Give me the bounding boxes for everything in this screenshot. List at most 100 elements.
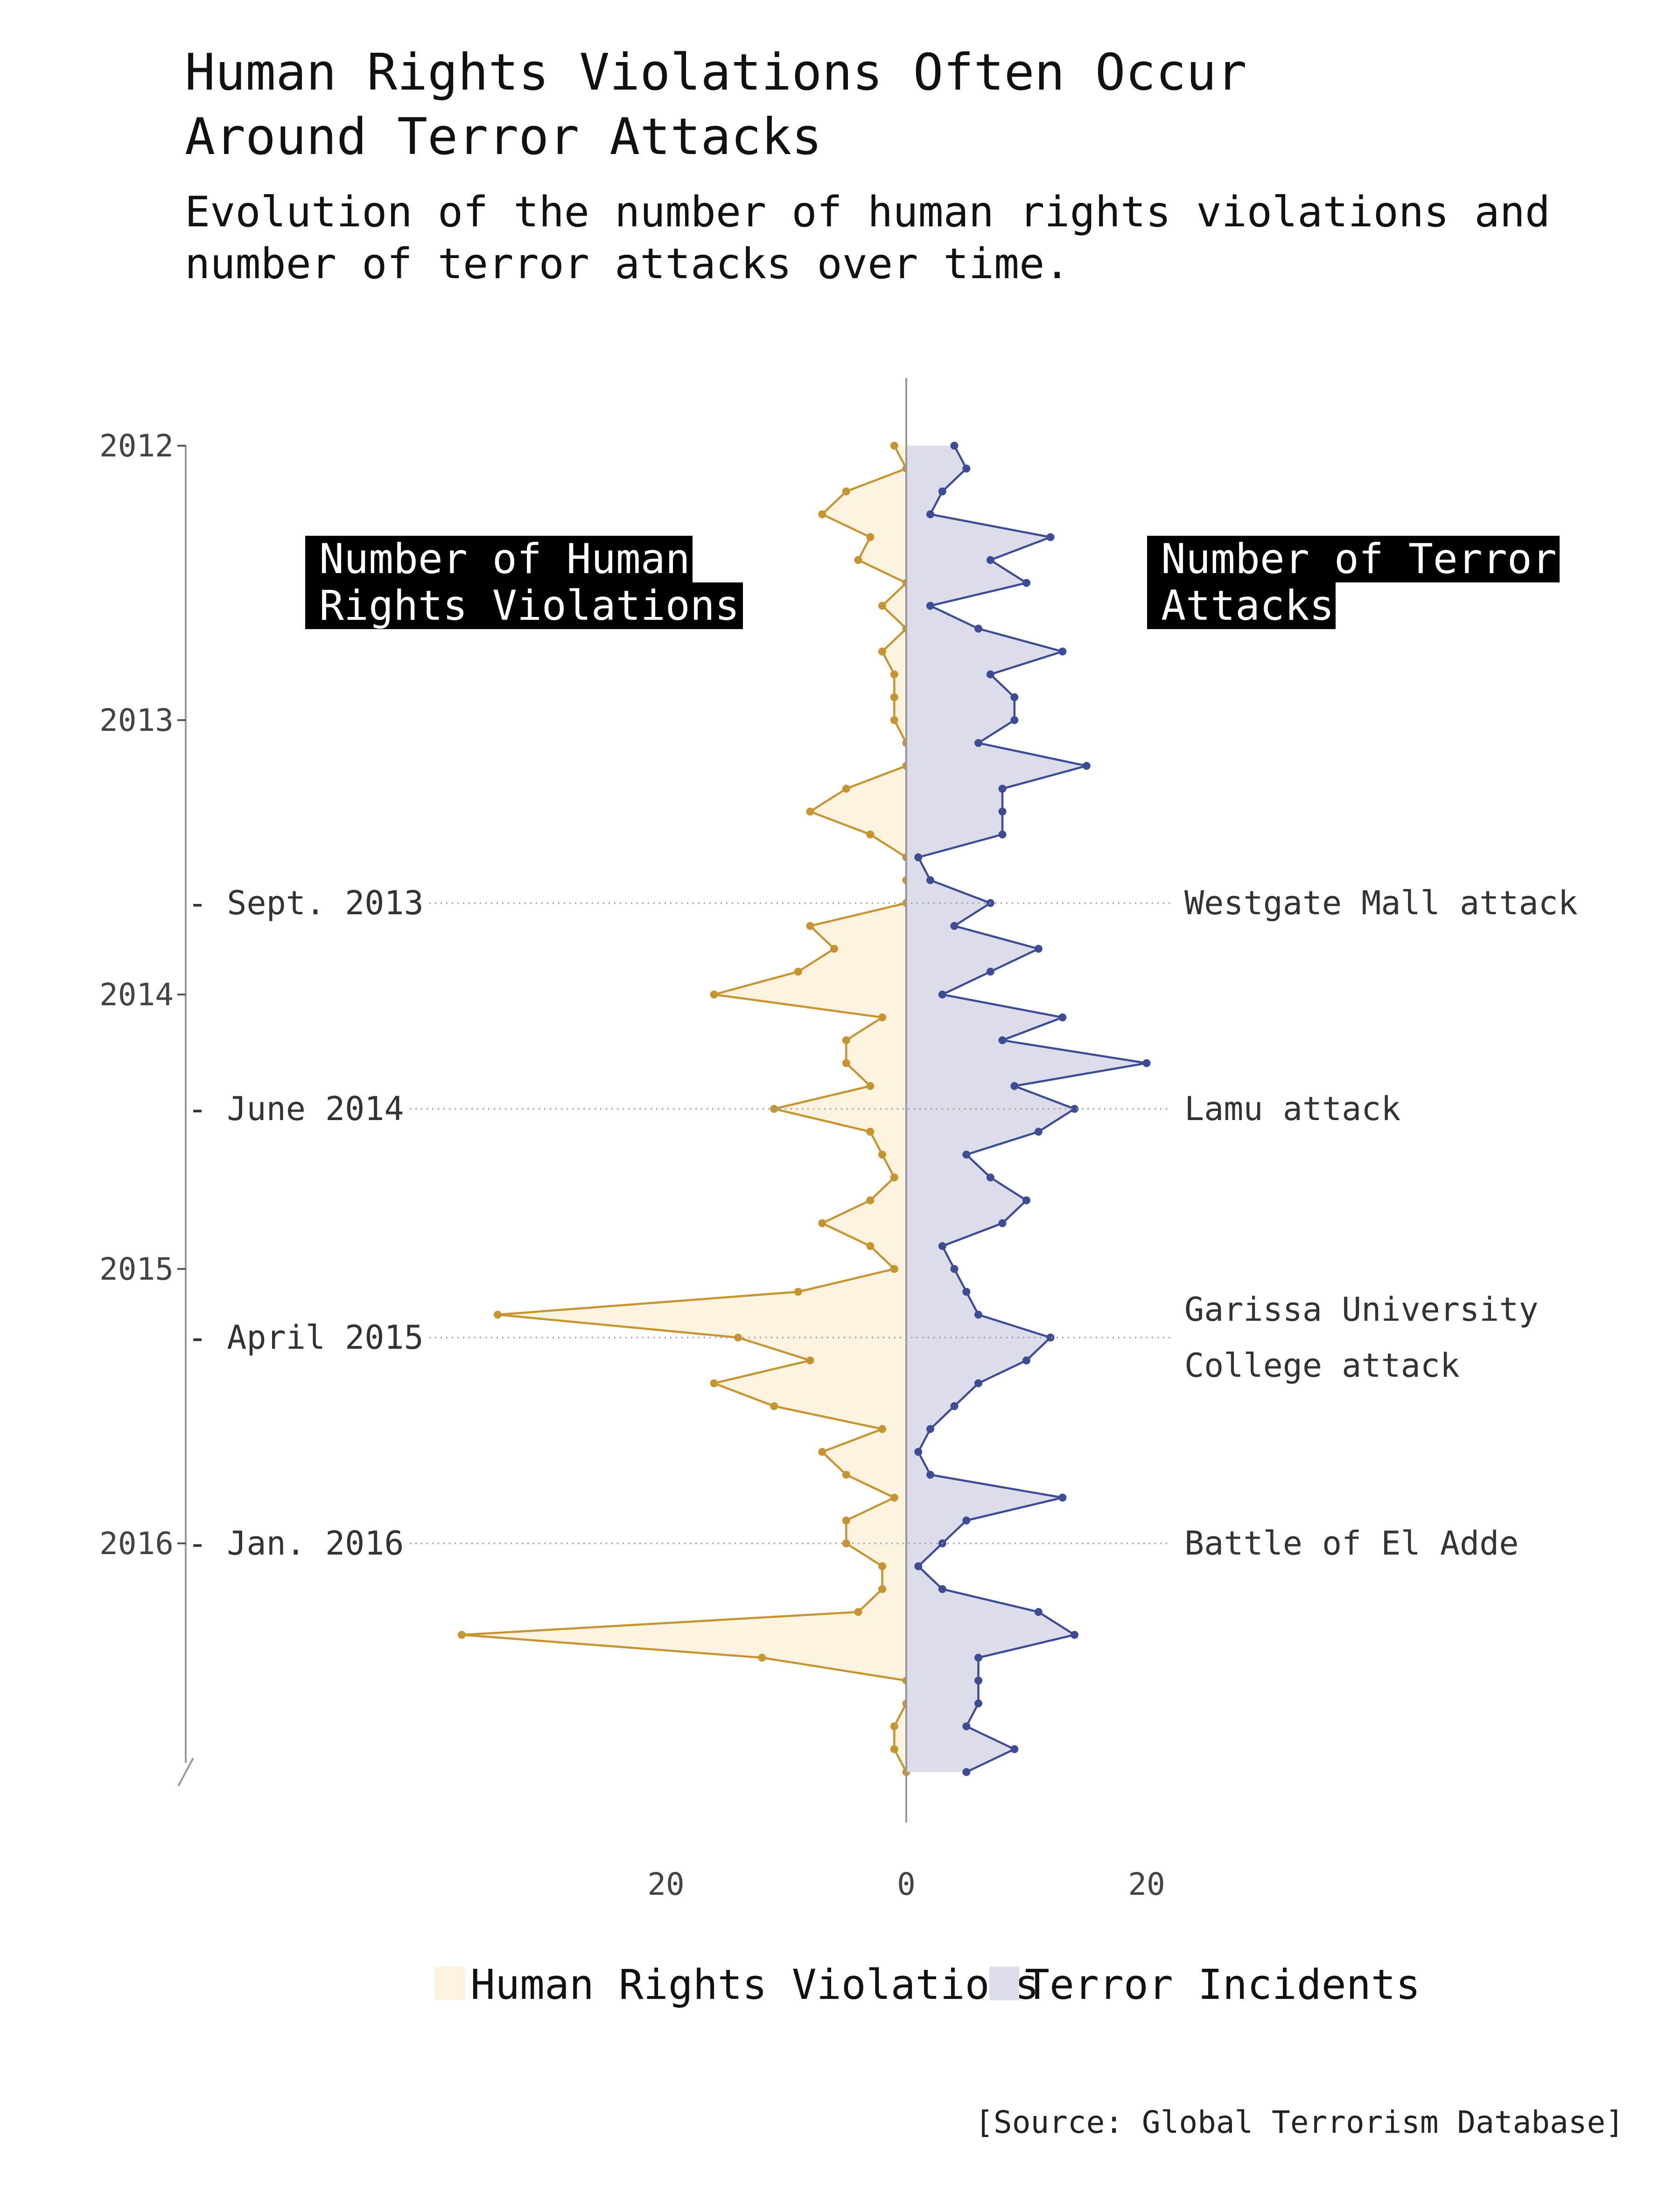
point-terror-27	[1142, 1059, 1151, 1067]
point-terror-52	[1071, 1631, 1078, 1639]
point-terror-8	[974, 624, 982, 633]
point-violations-50	[878, 1585, 886, 1593]
point-terror-0	[950, 441, 959, 450]
point-terror-6	[1022, 579, 1030, 587]
point-terror-24	[938, 990, 946, 999]
point-violations-24	[710, 990, 718, 999]
point-terror-15	[998, 785, 1007, 793]
event-name-1-line-0: Lamu attack	[1184, 1090, 1401, 1128]
point-violations-9	[878, 647, 886, 656]
point-terror-30	[1034, 1128, 1043, 1136]
time-axis-label-2013: 2013	[99, 702, 174, 738]
point-violations-43	[878, 1425, 886, 1433]
value-axis-label-2: 20	[1128, 1866, 1165, 1902]
point-violations-34	[818, 1219, 826, 1227]
point-violations-12	[890, 716, 898, 724]
time-axis-break-mark	[177, 1758, 194, 1787]
legend-swatch-violations	[435, 1967, 465, 2000]
point-violations-56	[890, 1722, 898, 1731]
point-terror-23	[986, 967, 994, 976]
point-violations-47	[842, 1516, 850, 1525]
point-terror-10	[986, 670, 994, 679]
point-terror-25	[1058, 1013, 1067, 1022]
right-label-text-line-2: Attacks	[1161, 582, 1334, 630]
point-terror-53	[974, 1654, 982, 1662]
point-violations-42	[770, 1402, 778, 1410]
point-terror-56	[962, 1722, 971, 1731]
point-violations-36	[890, 1265, 898, 1273]
point-terror-16	[998, 807, 1007, 816]
point-terror-41	[974, 1379, 982, 1387]
point-terror-12	[1010, 716, 1019, 724]
point-terror-1	[962, 464, 971, 473]
point-violations-10	[890, 670, 898, 679]
point-violations-25	[878, 1013, 886, 1022]
legend-swatch-terror	[989, 1967, 1019, 2000]
point-terror-2	[938, 487, 946, 496]
right-label-text-line-1: Number of Terror	[1161, 535, 1557, 583]
left-label-box-line-1	[305, 536, 693, 582]
point-terror-31	[962, 1150, 971, 1159]
left-series-label: Number of Human Rights Violations	[305, 535, 743, 630]
value-axis-label-0: 20	[647, 1866, 684, 1902]
legend-label-violations: Human Rights Violations	[470, 1961, 1039, 2009]
point-violations-0	[890, 441, 898, 450]
point-terror-50	[938, 1585, 946, 1593]
point-terror-26	[998, 1036, 1007, 1044]
point-violations-17	[866, 830, 875, 839]
right-label-box-line-2	[1147, 582, 1336, 629]
event-name-3-line-0: Battle of El Adde	[1184, 1524, 1519, 1562]
point-terror-45	[926, 1471, 934, 1479]
event-date-label-1: - June 2014	[188, 1090, 404, 1128]
point-violations-21	[806, 922, 814, 930]
point-terror-9	[1058, 647, 1067, 656]
time-axis-label-2014: 2014	[99, 977, 174, 1013]
left-label-box-line-2	[305, 582, 743, 629]
point-terror-22	[1034, 945, 1043, 953]
point-terror-34	[998, 1219, 1007, 1227]
point-terror-57	[1010, 1745, 1019, 1753]
point-violations-26	[842, 1036, 850, 1044]
right-label-box-line-1	[1147, 536, 1560, 582]
point-violations-57	[890, 1745, 898, 1753]
point-violations-5	[854, 556, 862, 564]
chart-title-line-2: Around Terror Attacks	[185, 108, 822, 166]
point-terror-49	[914, 1562, 923, 1570]
point-violations-15	[842, 785, 850, 793]
time-axis-label-2012: 2012	[99, 428, 174, 464]
point-terror-4	[1046, 533, 1055, 541]
point-violations-23	[794, 967, 802, 976]
point-terror-21	[950, 922, 959, 930]
point-terror-37	[962, 1288, 971, 1296]
point-violations-40	[806, 1356, 814, 1365]
point-violations-7	[878, 602, 886, 610]
point-terror-35	[938, 1242, 946, 1250]
point-violations-41	[710, 1379, 718, 1387]
point-violations-33	[866, 1196, 875, 1205]
point-terror-28	[1010, 1082, 1019, 1090]
plot-area: 2012 2013 2014 2015 2016 20 0 20 - Sept. 2013 Wes…	[99, 378, 1578, 1902]
point-terror-5	[986, 556, 994, 564]
point-violations-48	[842, 1539, 850, 1548]
point-violations-16	[806, 807, 814, 816]
event-date-label-0: - Sept. 2013	[188, 884, 424, 922]
point-violations-28	[866, 1082, 875, 1090]
chart-subtitle-line-1: Evolution of the number of human rights …	[185, 188, 1550, 237]
point-violations-11	[890, 693, 898, 701]
chart-subtitle-line-2: number of terror attacks over time.	[185, 239, 1070, 288]
point-terror-47	[962, 1516, 971, 1525]
left-label-text-line-2: Rights Violations	[319, 582, 740, 630]
point-violations-27	[842, 1059, 850, 1067]
legend: Human Rights Violations Terror Incidents	[435, 1961, 1421, 2009]
point-terror-51	[1034, 1608, 1043, 1616]
point-terror-36	[950, 1265, 959, 1273]
point-terror-46	[1058, 1493, 1067, 1502]
point-violations-22	[830, 945, 838, 953]
legend-label-terror: Terror Incidents	[1025, 1961, 1421, 2009]
point-violations-46	[890, 1493, 898, 1502]
point-violations-52	[457, 1631, 466, 1639]
point-terror-42	[950, 1402, 959, 1410]
point-terror-54	[974, 1676, 982, 1685]
point-terror-43	[926, 1425, 934, 1433]
